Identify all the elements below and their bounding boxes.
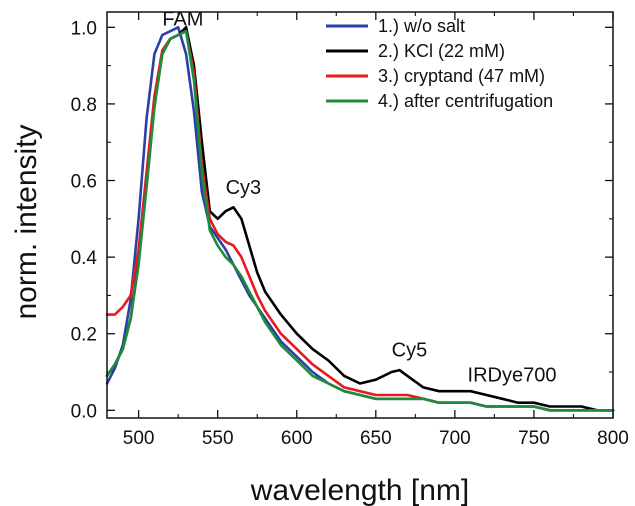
y-tick-label: 0.0 (71, 401, 97, 422)
legend-entry-label: 1.) w/o salt (378, 16, 465, 36)
y-tick-label: 0.2 (71, 325, 97, 346)
x-tick-label: 500 (123, 428, 155, 449)
series-lines (105, 25, 615, 412)
plot-frame (106, 11, 614, 419)
y-tick-label: 0.4 (71, 248, 98, 269)
x-tick-label: 600 (281, 428, 313, 449)
series-line-3 (105, 29, 615, 412)
y-tick-label: 0.6 (71, 172, 97, 193)
x-tick-label: 800 (597, 428, 629, 449)
x-tick-label: 550 (202, 428, 234, 449)
peak-annotations: FAM Cy3 Cy5 IRDye700 (162, 8, 556, 386)
annotation-label: Cy3 (226, 177, 262, 199)
y-axis-label: norm. intensity (10, 124, 43, 319)
y-tick-labels: 0.0 0.2 0.4 0.6 0.8 1.0 (71, 18, 98, 422)
annotation-label: Cy5 (392, 340, 428, 362)
y-tick-label: 1.0 (71, 18, 97, 39)
x-tick-label: 750 (518, 428, 550, 449)
x-tick-label: 700 (439, 428, 471, 449)
annotation-label: FAM (162, 8, 203, 30)
legend-entry-label: 3.) cryptand (47 mM) (378, 66, 545, 86)
series-line-4 (105, 29, 615, 412)
legend-entry-label: 4.) after centrifugation (378, 91, 553, 111)
x-axis-label: wavelength [nm] (250, 474, 469, 506)
x-tick-label: 650 (360, 428, 392, 449)
annotation-label: IRDye700 (468, 365, 557, 387)
y-tick-label: 0.8 (71, 95, 97, 116)
legend-entry-label: 2.) KCl (22 mM) (378, 41, 505, 61)
x-tick-labels: 500 550 600 650 700 750 800 (123, 428, 629, 449)
legend: 1.) w/o salt 2.) KCl (22 mM) 3.) cryptand … (326, 16, 553, 111)
